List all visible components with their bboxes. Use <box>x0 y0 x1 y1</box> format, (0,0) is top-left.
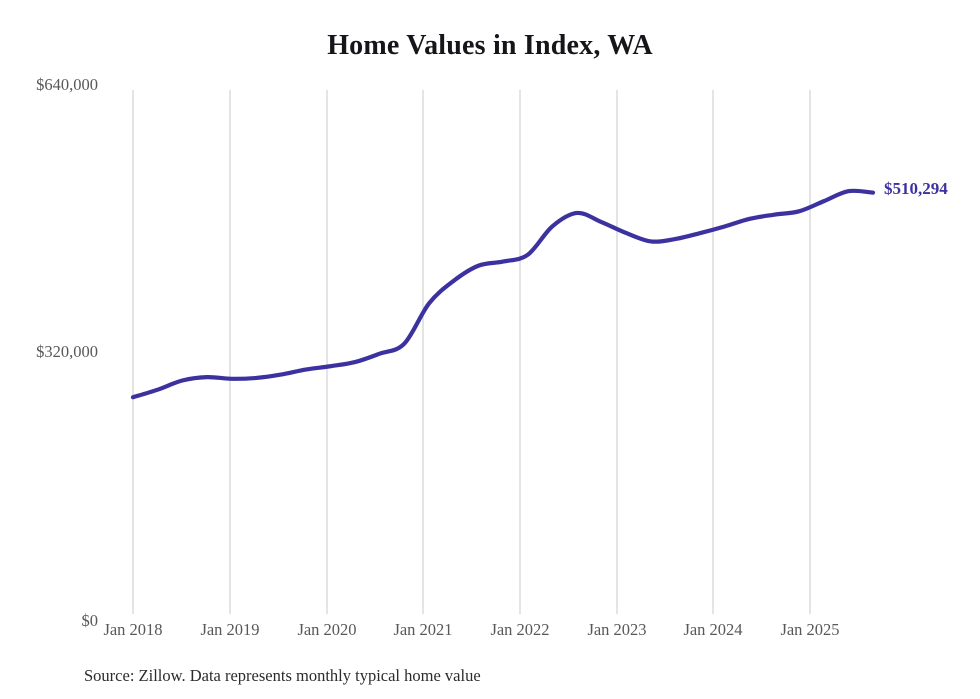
x-axis-tick-jan-2023: Jan 2023 <box>587 620 647 639</box>
chart-title: Home Values in Index, WA <box>327 30 653 61</box>
y-axis-tick-0: $0 <box>81 611 99 630</box>
x-axis-tick-jan-2024: Jan 2024 <box>683 620 743 639</box>
x-axis-tick-jan-2018: Jan 2018 <box>103 620 163 639</box>
x-axis-tick-jan-2020: Jan 2020 <box>297 620 357 639</box>
gridlines <box>132 90 811 614</box>
y-axis-tick-320000: $320,000 <box>36 342 98 361</box>
y-axis-tick-640000: $640,000 <box>36 75 98 94</box>
x-axis-tick-jan-2021: Jan 2021 <box>393 620 453 639</box>
x-axis-tick-jan-2025: Jan 2025 <box>780 620 840 639</box>
x-axis-tick-jan-2022: Jan 2022 <box>490 620 550 639</box>
data-line-typical-home-value <box>130 188 876 400</box>
x-axis-tick-jan-2019: Jan 2019 <box>200 620 260 639</box>
source-note: Source: Zillow. Data represents monthly … <box>84 666 481 685</box>
end-value-label: $510,294 <box>884 179 948 198</box>
